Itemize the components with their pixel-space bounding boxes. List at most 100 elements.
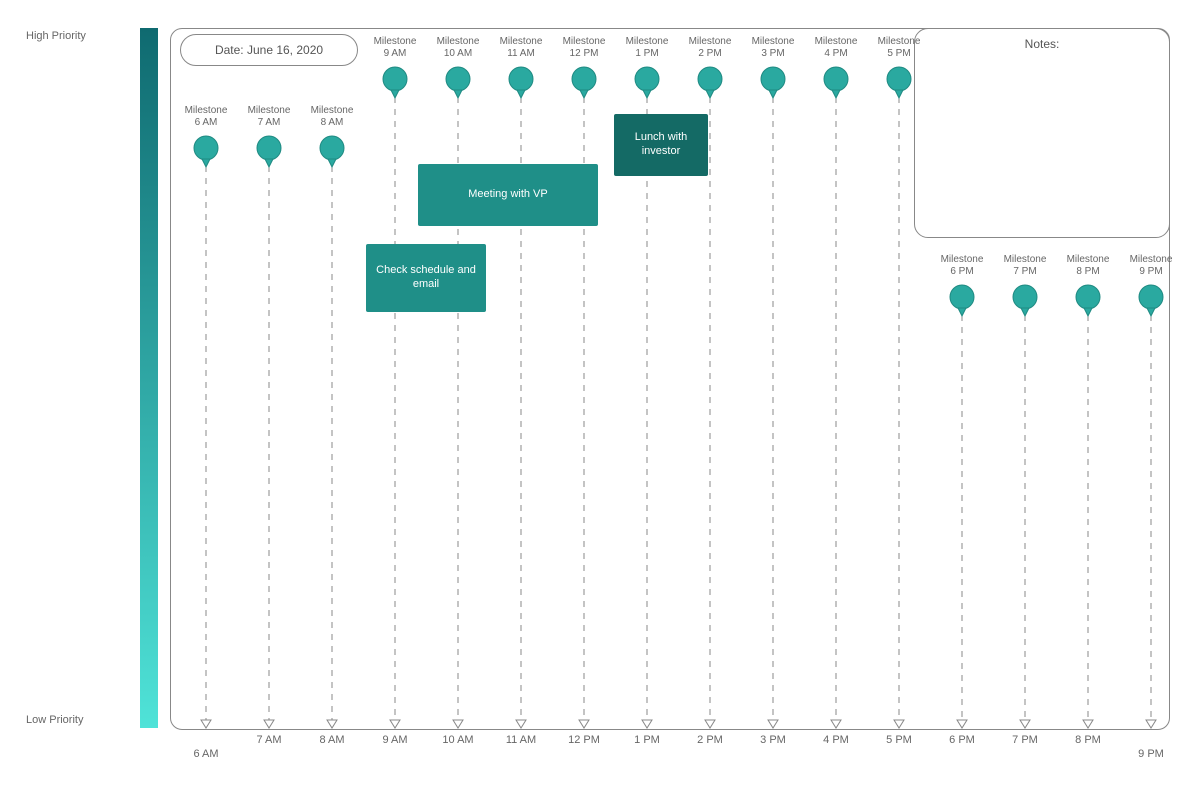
- milestone: Milestone6 AM: [178, 105, 234, 169]
- milestone-title: Milestone: [367, 36, 423, 48]
- milestone: Milestone3 PM: [745, 36, 801, 100]
- milestone-marker-icon: [682, 66, 738, 100]
- axis-hour-label: 6 AM: [193, 748, 218, 760]
- milestone-title: Milestone: [682, 36, 738, 48]
- axis-hour-label: 9 PM: [1138, 748, 1164, 760]
- milestone-time: 8 AM: [304, 117, 360, 129]
- axis-hour-label: 9 AM: [382, 734, 407, 746]
- milestone: Milestone9 AM: [367, 36, 423, 100]
- milestone-marker-icon: [304, 135, 360, 169]
- milestone-marker-icon: [871, 66, 927, 100]
- axis-hour-label: 1 PM: [634, 734, 660, 746]
- milestone-marker-icon: [808, 66, 864, 100]
- priority-gradient-bar: [140, 28, 158, 728]
- axis-hour-label: 2 PM: [697, 734, 723, 746]
- milestone-marker-icon: [1060, 284, 1116, 318]
- milestone-title: Milestone: [934, 254, 990, 266]
- timeline-arrowhead-icon: [1019, 719, 1031, 729]
- milestone-marker-icon: [493, 66, 549, 100]
- timeline-arrowhead-icon: [515, 719, 527, 729]
- task-label: Check schedule and email: [370, 264, 482, 292]
- axis-hour-label: 6 PM: [949, 734, 975, 746]
- milestone-title: Milestone: [745, 36, 801, 48]
- milestone-title: Milestone: [493, 36, 549, 48]
- milestone: Milestone8 AM: [304, 105, 360, 169]
- axis-hour-label: 7 PM: [1012, 734, 1038, 746]
- task-box: Lunch with investor: [614, 114, 708, 176]
- milestone-marker-icon: [367, 66, 423, 100]
- milestone-title: Milestone: [304, 105, 360, 117]
- timeline-arrowhead-icon: [578, 719, 590, 729]
- milestone-title: Milestone: [241, 105, 297, 117]
- milestone-title: Milestone: [997, 254, 1053, 266]
- timeline-arrowhead-icon: [641, 719, 653, 729]
- milestone-marker-icon: [178, 135, 234, 169]
- milestone: Milestone6 PM: [934, 254, 990, 318]
- timeline-arrowhead-icon: [830, 719, 842, 729]
- axis-hour-label: 3 PM: [760, 734, 786, 746]
- date-box: Date: June 16, 2020: [180, 34, 358, 66]
- axis-hour-label: 10 AM: [442, 734, 473, 746]
- milestone: Milestone7 AM: [241, 105, 297, 169]
- milestone: Milestone7 PM: [997, 254, 1053, 318]
- axis-hour-label: 4 PM: [823, 734, 849, 746]
- timeline-arrowhead-icon: [200, 719, 212, 729]
- milestone-time: 8 PM: [1060, 266, 1116, 278]
- milestone-time: 7 PM: [997, 266, 1053, 278]
- milestone-marker-icon: [1123, 284, 1179, 318]
- milestone-time: 10 AM: [430, 48, 486, 60]
- milestone-marker-icon: [430, 66, 486, 100]
- milestone-marker-icon: [619, 66, 675, 100]
- task-label: Lunch with investor: [618, 131, 704, 159]
- notes-title: Notes:: [915, 37, 1169, 51]
- milestone: Milestone2 PM: [682, 36, 738, 100]
- timeline-arrowhead-icon: [956, 719, 968, 729]
- notes-box: Notes:: [914, 28, 1170, 238]
- axis-hour-label: 8 AM: [319, 734, 344, 746]
- milestone-marker-icon: [556, 66, 612, 100]
- timeline-arrowhead-icon: [1145, 719, 1157, 729]
- milestone: Milestone12 PM: [556, 36, 612, 100]
- milestone-title: Milestone: [430, 36, 486, 48]
- milestone-title: Milestone: [808, 36, 864, 48]
- milestone-title: Milestone: [556, 36, 612, 48]
- milestone-time: 11 AM: [493, 48, 549, 60]
- axis-hour-label: 8 PM: [1075, 734, 1101, 746]
- milestone: Milestone8 PM: [1060, 254, 1116, 318]
- task-box: Check schedule and email: [366, 244, 486, 312]
- timeline-arrowhead-icon: [326, 719, 338, 729]
- milestone-time: 9 AM: [367, 48, 423, 60]
- milestone: Milestone9 PM: [1123, 254, 1179, 318]
- milestone-title: Milestone: [619, 36, 675, 48]
- axis-hour-label: 7 AM: [256, 734, 281, 746]
- low-priority-label: Low Priority: [26, 714, 83, 726]
- milestone-time: 9 PM: [1123, 266, 1179, 278]
- task-label: Meeting with VP: [468, 188, 547, 202]
- task-box: Meeting with VP: [418, 164, 598, 226]
- milestone-time: 2 PM: [682, 48, 738, 60]
- milestone-time: 7 AM: [241, 117, 297, 129]
- milestone-time: 12 PM: [556, 48, 612, 60]
- date-text: Date: June 16, 2020: [215, 43, 323, 57]
- milestone-marker-icon: [745, 66, 801, 100]
- milestone-title: Milestone: [178, 105, 234, 117]
- milestone-title: Milestone: [1123, 254, 1179, 266]
- milestone-title: Milestone: [1060, 254, 1116, 266]
- milestone: Milestone1 PM: [619, 36, 675, 100]
- milestone: Milestone5 PM: [871, 36, 927, 100]
- timeline-arrowhead-icon: [452, 719, 464, 729]
- high-priority-label: High Priority: [26, 30, 86, 42]
- timeline-arrowhead-icon: [767, 719, 779, 729]
- axis-hour-label: 12 PM: [568, 734, 600, 746]
- milestone-time: 3 PM: [745, 48, 801, 60]
- timeline-arrowhead-icon: [704, 719, 716, 729]
- axis-hour-label: 11 AM: [506, 734, 536, 746]
- milestone: Milestone4 PM: [808, 36, 864, 100]
- timeline-arrowhead-icon: [1082, 719, 1094, 729]
- milestone-marker-icon: [934, 284, 990, 318]
- milestone-title: Milestone: [871, 36, 927, 48]
- milestone-time: 5 PM: [871, 48, 927, 60]
- milestone-marker-icon: [241, 135, 297, 169]
- timeline-arrowhead-icon: [389, 719, 401, 729]
- milestone-time: 1 PM: [619, 48, 675, 60]
